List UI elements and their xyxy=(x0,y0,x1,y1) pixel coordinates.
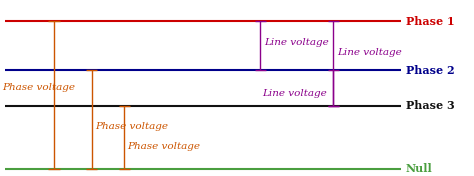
Text: Phase 1: Phase 1 xyxy=(406,16,455,27)
Text: Phase voltage: Phase voltage xyxy=(2,83,75,93)
Text: Null: Null xyxy=(406,164,433,174)
Text: Phase 3: Phase 3 xyxy=(406,100,455,111)
Text: Phase voltage: Phase voltage xyxy=(128,142,201,151)
Text: Line voltage: Line voltage xyxy=(337,48,401,57)
Text: Line voltage: Line voltage xyxy=(262,89,327,98)
Text: Phase 2: Phase 2 xyxy=(406,65,455,76)
Text: Line voltage: Line voltage xyxy=(264,38,328,47)
Text: Phase voltage: Phase voltage xyxy=(95,122,168,131)
